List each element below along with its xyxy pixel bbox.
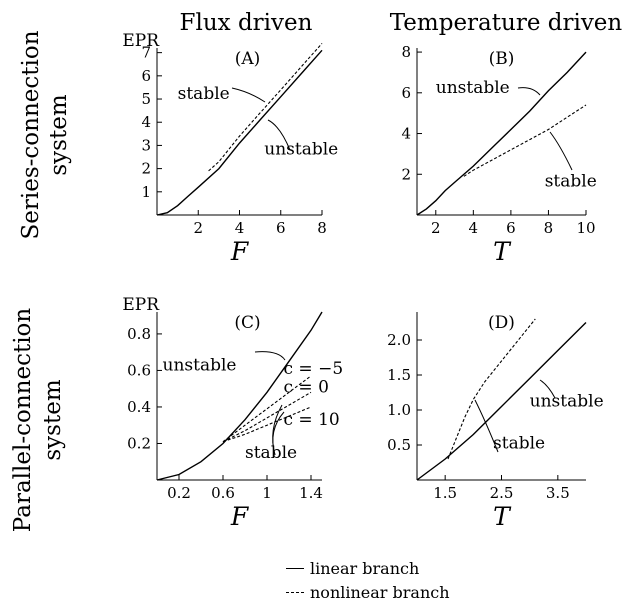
y-tick-label-c: 0.4 xyxy=(127,398,151,416)
linear-branch-line-b xyxy=(416,51,587,216)
y-tick-label-d: 0.5 xyxy=(387,436,411,454)
x-axis-label-d: T xyxy=(493,502,512,531)
x-tick-label-a: 6 xyxy=(276,219,286,237)
annotation-b: stable xyxy=(545,171,597,191)
panel-d: 1.5 2.5 3.5 0.5 1.0 1.5 2.0 T (D) unstable stable xyxy=(387,312,604,531)
x-tick-label-c: 1 xyxy=(262,484,272,502)
arrow-b-stable xyxy=(549,131,573,171)
x-axis-label-c: F xyxy=(230,502,250,531)
y-tick-label-a: 6 xyxy=(141,67,151,85)
x-axis-label-a: F xyxy=(230,237,250,266)
annotation-c: unstable xyxy=(163,355,237,375)
nonlinear-branch-line-b xyxy=(463,104,587,177)
legend-item-linear: linear branch xyxy=(286,556,450,580)
y-tick-label-d: 1.5 xyxy=(387,366,411,384)
panel-label-c: (C) xyxy=(234,313,260,333)
annotation-c: c = −5 xyxy=(284,359,344,379)
legend-solid-swatch xyxy=(286,567,304,569)
x-tick-label-a: 8 xyxy=(317,219,327,237)
annotation-b: unstable xyxy=(436,78,510,98)
annotation-a: unstable xyxy=(264,140,338,160)
nonlinear-branch-line-c xyxy=(222,406,312,443)
y-tick-label-d: 2.0 xyxy=(387,331,411,349)
arrow-b-unstable xyxy=(517,87,541,96)
x-tick-label-b: 10 xyxy=(576,219,595,237)
column-title-flux: Flux driven xyxy=(180,10,313,36)
panel-a: 2 4 6 8 1 2 3 4 5 6 7 F EPR (A)stable unstable xyxy=(122,31,338,266)
annotation-a: stable xyxy=(178,84,230,104)
row-title-series-line2: system xyxy=(46,94,72,175)
y-tick-label-c: 0.8 xyxy=(127,325,151,343)
legend-item-nonlinear: nonlinear branch xyxy=(286,580,450,604)
y-tick-label-b: 2 xyxy=(401,165,411,183)
x-tick-label-d: 1.5 xyxy=(433,484,457,502)
x-tick-label-c: 0.6 xyxy=(211,484,235,502)
y-tick-label-d: 1.0 xyxy=(387,401,411,419)
x-tick-label-b: 8 xyxy=(544,219,554,237)
arrow-a-stable xyxy=(231,87,266,103)
annotation-c: stable xyxy=(245,443,297,463)
panel-c: 0.2 0.6 1 1.4 0.2 0.4 0.6 0.8 F EPR (C) unstable c =… xyxy=(122,295,343,531)
y-tick-label-a: 2 xyxy=(141,160,151,178)
x-tick-label-c: 0.2 xyxy=(167,484,191,502)
arrow-c-unstable xyxy=(254,351,286,361)
annotation-d: stable xyxy=(493,434,545,454)
nonlinear-branch-line-a xyxy=(208,43,323,172)
y-tick-label-c: 0.2 xyxy=(127,434,151,452)
arrow-c-stable-2 xyxy=(272,411,285,456)
annotation-d: unstable xyxy=(530,392,604,412)
legend: linear branch nonlinear branch xyxy=(286,556,450,604)
row-title-series-line1: Series-connection xyxy=(18,30,44,239)
annotation-c: c = 10 xyxy=(284,410,340,430)
legend-dashed-swatch xyxy=(286,591,304,593)
panel-label-d: (D) xyxy=(488,313,515,333)
x-tick-label-d: 3.5 xyxy=(546,484,570,502)
linear-branch-line-a xyxy=(156,49,323,216)
x-tick-label-b: 2 xyxy=(431,219,441,237)
x-tick-label-a: 2 xyxy=(193,219,203,237)
linear-branch-line-c xyxy=(156,311,323,481)
nonlinear-branch-line-d xyxy=(447,318,536,460)
x-tick-label-a: 4 xyxy=(235,219,245,237)
y-tick-label-b: 8 xyxy=(401,43,411,61)
row-title-parallel-line2: system xyxy=(40,379,66,460)
y-tick-label-a: 1 xyxy=(141,183,151,201)
column-title-temperature: Temperature driven xyxy=(390,10,623,36)
arrow-a-unstable xyxy=(267,119,291,151)
y-tick-label-a: 4 xyxy=(141,113,151,131)
y-tick-label-a: 7 xyxy=(141,44,151,62)
arrow-d-stable xyxy=(474,399,499,453)
x-tick-label-d: 2.5 xyxy=(490,484,514,502)
nonlinear-branch-line-c xyxy=(222,391,312,443)
row-title-parallel-line1: Parallel-connection xyxy=(10,308,36,533)
x-tick-label-b: 4 xyxy=(469,219,479,237)
x-tick-label-b: 6 xyxy=(506,219,516,237)
y-tick-label-b: 4 xyxy=(401,125,411,143)
y-tick-label-a: 5 xyxy=(141,90,151,108)
panel-label-b: (B) xyxy=(489,49,515,69)
nonlinear-branch-line-c xyxy=(222,375,312,443)
annotation-c: c = 0 xyxy=(284,377,329,397)
panel-label-a: (A) xyxy=(235,49,261,69)
x-axis-label-b: T xyxy=(493,237,512,266)
arrow-d-unstable xyxy=(539,379,556,399)
y-axis-label-c: EPR xyxy=(122,295,160,315)
y-tick-label-c: 0.6 xyxy=(127,361,151,379)
linear-branch-line-d xyxy=(416,322,587,481)
y-axis-label-a: EPR xyxy=(122,31,160,51)
legend-nonlinear-label: nonlinear branch xyxy=(310,582,450,602)
y-tick-label-a: 3 xyxy=(141,136,151,154)
y-tick-label-b: 6 xyxy=(401,84,411,102)
panel-b: 2 4 6 8 10 2 4 6 8 T (B) unstable stable xyxy=(401,43,596,266)
legend-linear-label: linear branch xyxy=(310,558,420,578)
x-tick-label-c: 1.4 xyxy=(299,484,323,502)
